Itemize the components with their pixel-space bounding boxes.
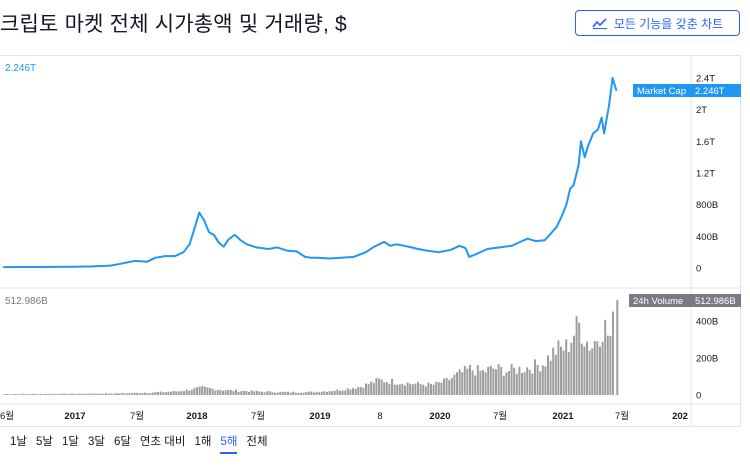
range-option[interactable]: 3달 (87, 436, 105, 448)
range-option[interactable]: 6달 (113, 436, 131, 448)
range-option[interactable]: 전체 (246, 436, 268, 448)
range-option[interactable]: 1해 (194, 436, 212, 448)
range-option[interactable]: 5해 (220, 433, 238, 454)
chart-frame[interactable] (0, 55, 741, 427)
chart-icon (592, 18, 607, 29)
range-option[interactable]: 1달 (61, 436, 79, 448)
range-option[interactable]: 5날 (35, 436, 53, 448)
page-title: 크립토 마켓 전체 시가총액 및 거래량, $ (0, 13, 347, 36)
range-option[interactable]: 1날 (10, 436, 27, 448)
full-chart-button[interactable]: 모든 기능을 갖춘 차트 (575, 10, 740, 36)
range-selector: 1날 5날 1달 3달 6달 연초 대비 1해 5해 전체 (10, 433, 268, 454)
range-option[interactable]: 연초 대비 (139, 436, 186, 448)
full-chart-button-label: 모든 기능을 갖춘 차트 (613, 16, 724, 31)
